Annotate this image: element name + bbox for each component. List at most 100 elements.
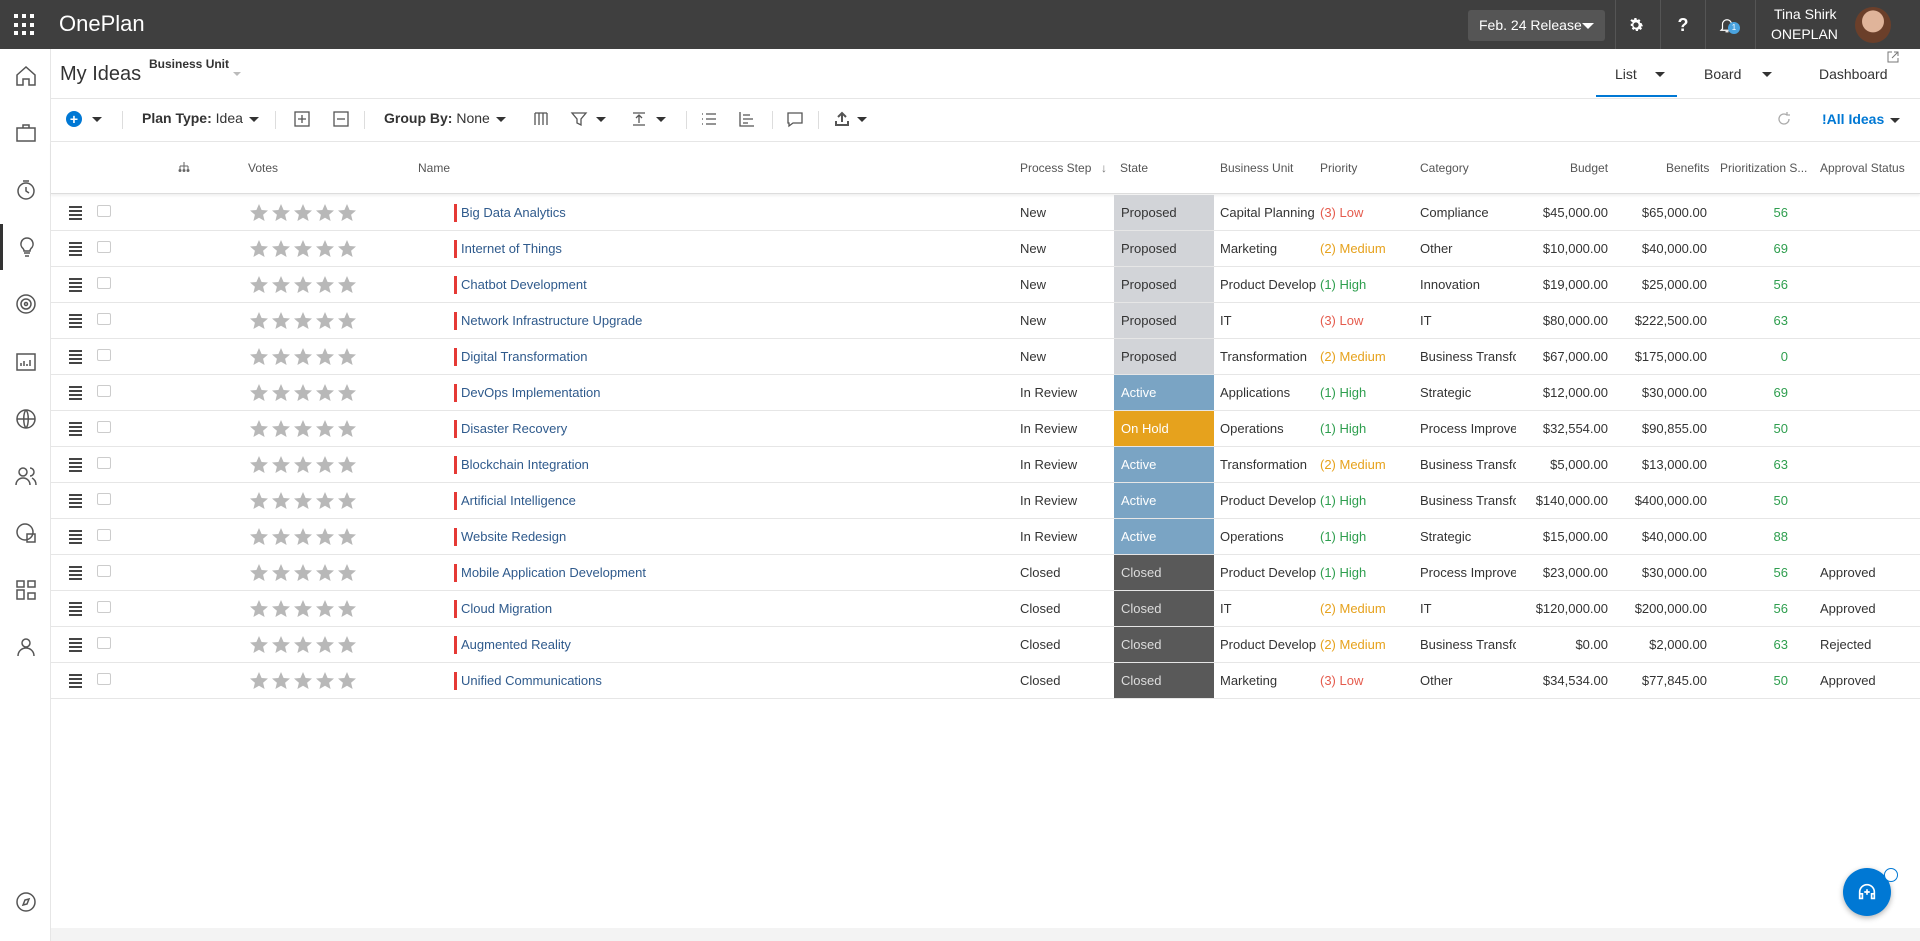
table-row[interactable]: Network Infrastructure Upgrade New Propose…: [51, 303, 1920, 339]
star-icon[interactable]: [292, 238, 314, 260]
column-header-benefits[interactable]: Benefits: [1666, 161, 1710, 175]
add-dropdown[interactable]: [86, 110, 102, 126]
comment-icon[interactable]: [97, 313, 111, 325]
star-icon[interactable]: [336, 382, 358, 404]
row-menu-icon[interactable]: [69, 422, 82, 436]
chevron-down-icon[interactable]: [1655, 72, 1665, 77]
list-icon[interactable]: [700, 110, 718, 128]
row-menu-icon[interactable]: [69, 386, 82, 400]
star-icon[interactable]: [248, 202, 270, 224]
column-header-business-unit[interactable]: Business Unit: [1220, 161, 1294, 175]
star-icon[interactable]: [336, 598, 358, 620]
table-row[interactable]: Big Data Analytics New Proposed Capital Pla…: [51, 195, 1920, 231]
vote-stars[interactable]: [248, 526, 358, 548]
vote-stars[interactable]: [248, 454, 358, 476]
star-icon[interactable]: [314, 562, 336, 584]
person-icon[interactable]: [0, 624, 51, 670]
row-height-dropdown[interactable]: [650, 110, 666, 126]
comment-icon[interactable]: [97, 241, 111, 253]
table-row[interactable]: Unified Communications Closed Closed Market…: [51, 663, 1920, 699]
star-icon[interactable]: [270, 562, 292, 584]
star-icon[interactable]: [248, 562, 270, 584]
expand-all-icon[interactable]: [293, 110, 311, 128]
star-icon[interactable]: [270, 418, 292, 440]
row-menu-icon[interactable]: [69, 350, 82, 364]
row-menu-icon[interactable]: [69, 674, 82, 688]
star-icon[interactable]: [314, 526, 336, 548]
vote-stars[interactable]: [248, 346, 358, 368]
compass-icon[interactable]: [0, 879, 51, 925]
star-icon[interactable]: [336, 202, 358, 224]
chart-icon[interactable]: [0, 339, 51, 385]
view-selector[interactable]: !All Ideas: [1822, 111, 1901, 127]
filter-dropdown[interactable]: [590, 110, 606, 126]
star-icon[interactable]: [270, 382, 292, 404]
app-launcher-icon[interactable]: [14, 14, 36, 36]
row-menu-icon[interactable]: [69, 638, 82, 652]
column-header-state[interactable]: State: [1120, 161, 1149, 175]
add-button[interactable]: +: [66, 111, 82, 127]
star-icon[interactable]: [248, 310, 270, 332]
idea-name-link[interactable]: Artificial Intelligence: [461, 493, 576, 508]
star-icon[interactable]: [314, 202, 336, 224]
star-icon[interactable]: [270, 202, 292, 224]
row-menu-icon[interactable]: [69, 566, 82, 580]
star-icon[interactable]: [270, 346, 292, 368]
idea-name-link[interactable]: Disaster Recovery: [461, 421, 568, 436]
star-icon[interactable]: [314, 670, 336, 692]
column-header-votes[interactable]: Votes: [248, 161, 279, 175]
star-icon[interactable]: [270, 634, 292, 656]
comment-icon[interactable]: [97, 205, 111, 217]
column-header-process-step[interactable]: Process Step: [1020, 161, 1092, 175]
star-icon[interactable]: [248, 238, 270, 260]
star-icon[interactable]: [292, 634, 314, 656]
star-icon[interactable]: [248, 634, 270, 656]
hierarchy-toggle-icon[interactable]: [178, 161, 190, 173]
refresh-icon[interactable]: [1775, 110, 1793, 128]
star-icon[interactable]: [336, 562, 358, 584]
export-icon[interactable]: [833, 110, 851, 128]
star-icon[interactable]: [336, 454, 358, 476]
star-icon[interactable]: [248, 382, 270, 404]
idea-name-link[interactable]: Mobile Application Development: [461, 565, 646, 580]
support-button[interactable]: [1843, 868, 1891, 916]
table-row[interactable]: Disaster Recovery In Review On Hold Operati…: [51, 411, 1920, 447]
star-icon[interactable]: [270, 238, 292, 260]
idea-name-link[interactable]: Chatbot Development: [461, 277, 587, 292]
table-row[interactable]: Digital Transformation New Proposed Transfo…: [51, 339, 1920, 375]
bell-icon[interactable]: 1: [1715, 13, 1740, 37]
table-row[interactable]: Chatbot Development New Proposed Product De…: [51, 267, 1920, 303]
horizontal-scrollbar[interactable]: [51, 928, 1920, 941]
comment-icon[interactable]: [97, 277, 111, 289]
row-menu-icon[interactable]: [69, 530, 82, 544]
row-menu-icon[interactable]: [69, 278, 82, 292]
portfolio-globe-icon[interactable]: [0, 510, 51, 556]
gantt-icon[interactable]: [738, 110, 756, 128]
star-icon[interactable]: [336, 274, 358, 296]
people-icon[interactable]: [0, 453, 51, 499]
comment-icon[interactable]: [97, 529, 111, 541]
globe-icon[interactable]: [0, 396, 51, 442]
comment-icon[interactable]: [97, 421, 111, 433]
column-header-budget[interactable]: Budget: [1570, 161, 1609, 175]
star-icon[interactable]: [248, 670, 270, 692]
tab-list[interactable]: List: [1615, 66, 1637, 82]
collapse-all-icon[interactable]: [332, 110, 350, 128]
idea-name-link[interactable]: Cloud Migration: [461, 601, 553, 616]
comment-icon[interactable]: [97, 457, 111, 469]
star-icon[interactable]: [292, 454, 314, 476]
timer-icon[interactable]: [0, 167, 51, 213]
comment-icon[interactable]: [97, 349, 111, 361]
star-icon[interactable]: [248, 598, 270, 620]
vote-stars[interactable]: [248, 598, 358, 620]
chevron-down-icon[interactable]: [233, 72, 241, 76]
star-icon[interactable]: [314, 490, 336, 512]
star-icon[interactable]: [314, 310, 336, 332]
table-row[interactable]: Augmented Reality Closed Closed Product Dev…: [51, 627, 1920, 663]
table-row[interactable]: DevOps Implementation In Review Active Appl…: [51, 375, 1920, 411]
chevron-down-icon[interactable]: [1762, 72, 1772, 77]
columns-icon[interactable]: [532, 110, 550, 128]
star-icon[interactable]: [314, 454, 336, 476]
idea-name-link[interactable]: Blockchain Integration: [461, 457, 589, 472]
filter-icon[interactable]: [570, 110, 588, 128]
